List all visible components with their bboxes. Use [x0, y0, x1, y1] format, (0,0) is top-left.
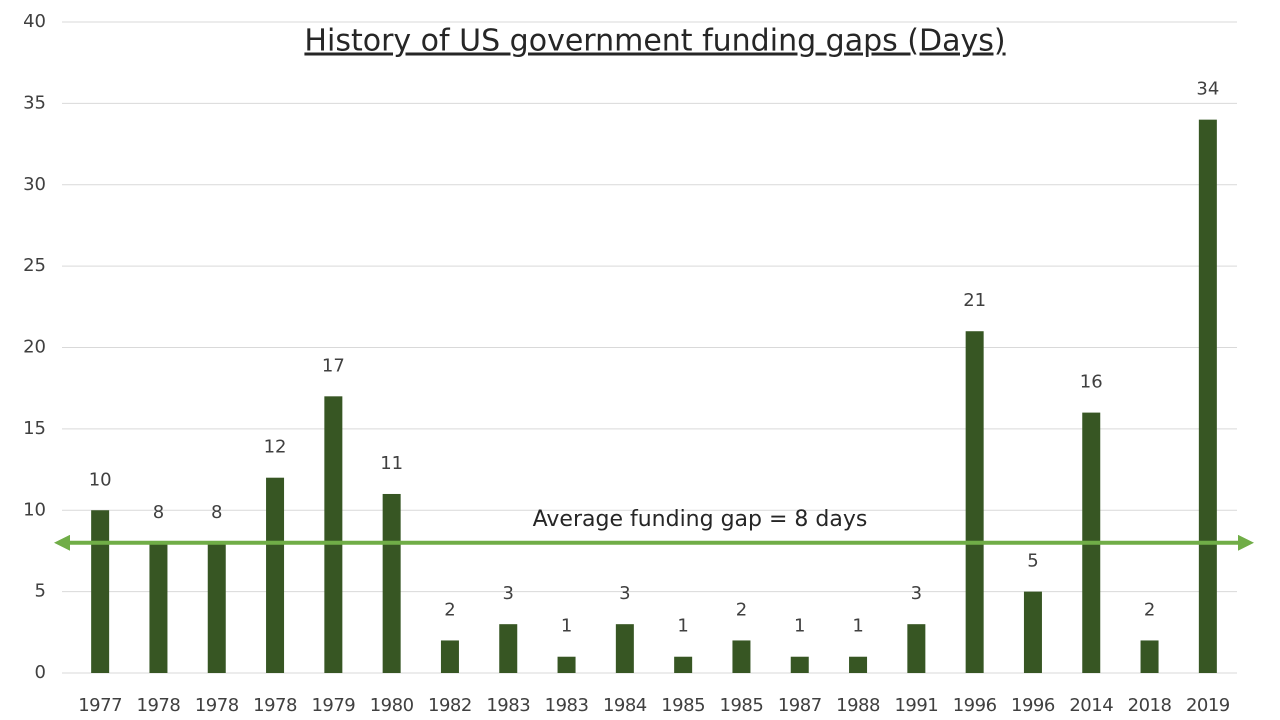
data-label: 2	[444, 599, 455, 620]
x-tick-label: 1988	[836, 695, 880, 716]
y-tick-label: 20	[23, 337, 46, 358]
data-label: 3	[911, 583, 922, 604]
x-tick-label: 1996	[1011, 695, 1055, 716]
data-label: 1	[852, 616, 863, 637]
chart-title: History of US government funding gaps (D…	[304, 24, 1005, 59]
data-label: 5	[1027, 551, 1038, 572]
x-tick-label: 1987	[778, 695, 822, 716]
data-label: 34	[1196, 79, 1219, 100]
x-tick-label: 1991	[894, 695, 938, 716]
data-label: 16	[1080, 372, 1103, 393]
data-label: 10	[89, 469, 112, 490]
bar	[499, 624, 518, 673]
bar	[1140, 640, 1159, 673]
bar	[732, 640, 751, 673]
average-annotation: Average funding gap = 8 days	[533, 507, 868, 532]
bar	[382, 493, 401, 673]
bar	[91, 510, 110, 673]
data-label: 1	[677, 616, 688, 637]
y-tick-label: 0	[35, 662, 46, 683]
x-tick-label: 1978	[137, 695, 181, 716]
x-tick-label: 2014	[1069, 695, 1113, 716]
x-tick-label: 1984	[603, 695, 647, 716]
bar	[1198, 119, 1217, 673]
y-tick-label: 30	[23, 174, 46, 195]
bar	[149, 542, 168, 673]
bar	[965, 331, 984, 673]
bar	[1023, 591, 1042, 673]
bar	[440, 640, 459, 673]
data-label: 12	[264, 437, 287, 458]
y-tick-label: 5	[35, 581, 46, 602]
x-tick-label: 1983	[486, 695, 530, 716]
y-tick-label: 40	[23, 11, 46, 32]
x-tick-label: 1978	[253, 695, 297, 716]
data-label: 11	[380, 453, 403, 474]
bar	[324, 396, 343, 673]
bar	[907, 624, 926, 673]
y-tick-label: 35	[23, 92, 46, 113]
data-label: 17	[322, 355, 345, 376]
y-tick-label: 25	[23, 255, 46, 276]
x-tick-label: 1985	[661, 695, 705, 716]
bar	[266, 477, 285, 673]
x-tick-label: 2019	[1186, 695, 1230, 716]
bar	[557, 656, 576, 673]
x-tick-label: 1985	[720, 695, 764, 716]
data-label: 2	[1144, 599, 1155, 620]
bar	[207, 542, 226, 673]
x-tick-label: 1996	[953, 695, 997, 716]
data-label: 8	[153, 502, 164, 523]
bar	[615, 624, 634, 673]
x-tick-label: 2018	[1128, 695, 1172, 716]
data-label: 8	[211, 502, 222, 523]
data-label: 2	[736, 599, 747, 620]
data-label: 1	[561, 616, 572, 637]
y-tick-label: 10	[23, 499, 46, 520]
data-label: 21	[963, 290, 986, 311]
bar	[849, 656, 868, 673]
data-label: 3	[619, 583, 630, 604]
x-tick-label: 1982	[428, 695, 472, 716]
x-tick-label: 1980	[370, 695, 414, 716]
x-tick-label: 1978	[195, 695, 239, 716]
bar	[790, 656, 809, 673]
data-label: 3	[503, 583, 514, 604]
bar	[674, 656, 693, 673]
x-tick-label: 1977	[78, 695, 122, 716]
x-tick-label: 1979	[311, 695, 355, 716]
y-tick-label: 15	[23, 418, 46, 439]
x-tick-label: 1983	[545, 695, 589, 716]
data-label: 1	[794, 616, 805, 637]
